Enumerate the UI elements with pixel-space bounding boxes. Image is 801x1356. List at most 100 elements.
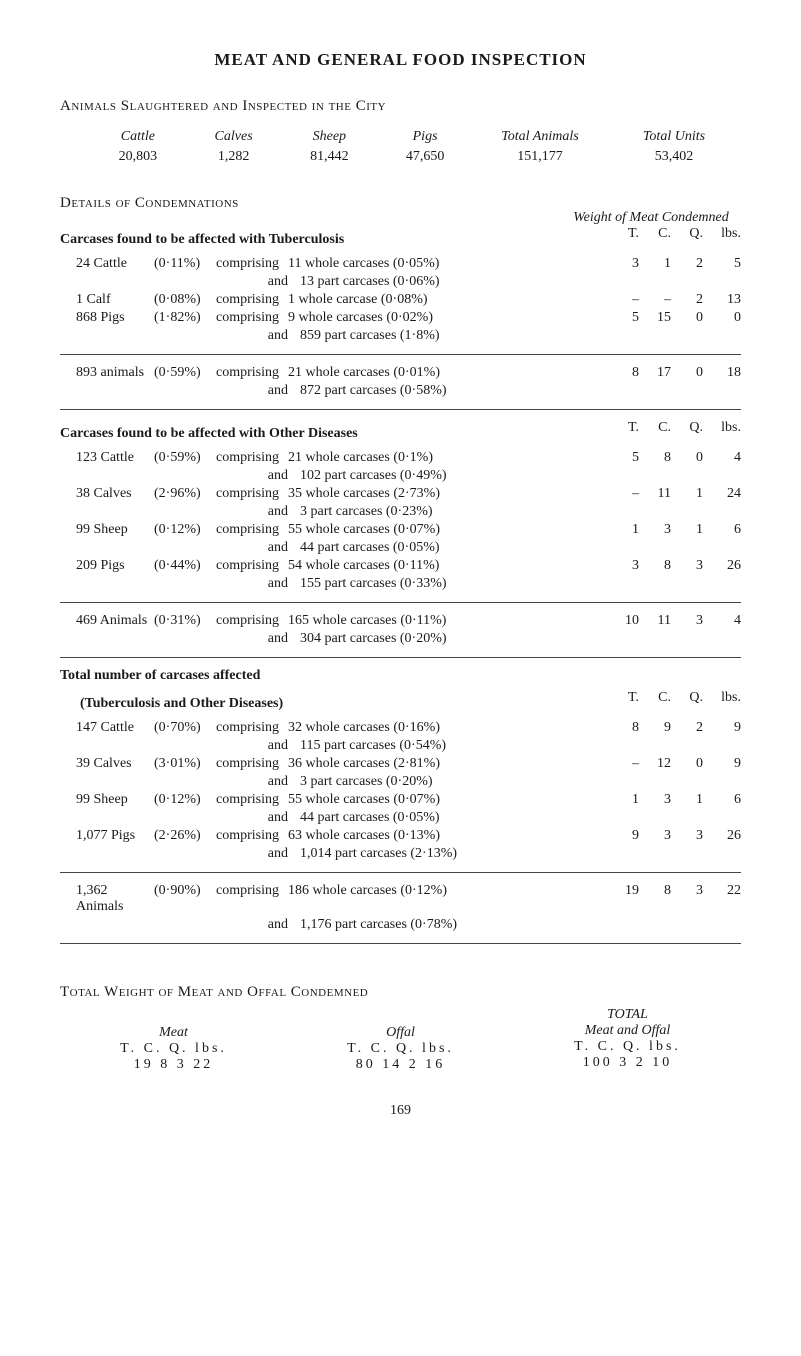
t-cell: 19	[607, 883, 639, 899]
uh-lbs: lbs.	[703, 690, 741, 706]
lbs-cell: 26	[703, 828, 741, 844]
t-cell: 5	[607, 450, 639, 466]
lbs-cell: 22	[703, 883, 741, 899]
comp-cell: comprising	[216, 720, 288, 736]
lbs-cell: 6	[703, 522, 741, 538]
desc-cell: 63 whole carcases (0·13%)	[288, 828, 607, 844]
lbs-cell: 5	[703, 256, 741, 272]
sv-cattle: 20,803	[90, 149, 186, 165]
c-cell: 8	[639, 450, 671, 466]
c-cell: 3	[639, 828, 671, 844]
c-cell: 8	[639, 883, 671, 899]
data-row-and: and3 part carcases (0·20%)	[60, 774, 741, 790]
desc2-cell: 3 part carcases (0·20%)	[300, 774, 607, 790]
total-values: 100 3 2 10	[514, 1055, 741, 1071]
divider	[60, 409, 741, 410]
comp-cell: comprising	[216, 256, 288, 272]
lbs-cell: 4	[703, 450, 741, 466]
uh-q: Q.	[671, 420, 703, 436]
desc-cell: 32 whole carcases (0·16%)	[288, 720, 607, 736]
desc2-cell: 155 part carcases (0·33%)	[300, 576, 607, 592]
uh-lbs: lbs.	[703, 420, 741, 436]
t-cell: 1	[607, 792, 639, 808]
animal-cell: 469 Animals	[60, 613, 154, 629]
comp-cell: comprising	[216, 883, 288, 899]
divider	[60, 354, 741, 355]
meat-label: Meat	[60, 1025, 287, 1041]
animal-cell: 1 Calf	[60, 292, 154, 308]
page-number: 169	[60, 1103, 741, 1119]
desc-cell: 11 whole carcases (0·05%)	[288, 256, 607, 272]
c-cell: 1	[639, 256, 671, 272]
other-title: Carcases found to be affected with Other…	[60, 426, 607, 442]
animal-cell: 147 Cattle	[60, 720, 154, 736]
t-cell: 3	[607, 558, 639, 574]
c-cell: 3	[639, 522, 671, 538]
offal-values: 80 14 2 16	[287, 1057, 514, 1073]
and-label: and	[216, 328, 300, 344]
c-cell: 17	[639, 365, 671, 381]
data-row: 209 Pigs(0·44%)comprising54 whole carcas…	[60, 558, 741, 574]
q-cell: 0	[671, 450, 703, 466]
desc-cell: 9 whole carcases (0·02%)	[288, 310, 607, 326]
q-cell: 1	[671, 522, 703, 538]
uh-t: T.	[607, 420, 639, 436]
t-cell: 3	[607, 256, 639, 272]
and-label: and	[216, 774, 300, 790]
data-row: 38 Calves(2·96%)comprising35 whole carca…	[60, 486, 741, 502]
desc2-cell: 44 part carcases (0·05%)	[300, 540, 607, 556]
t-cell: –	[607, 756, 639, 772]
comp-cell: comprising	[216, 310, 288, 326]
comp-cell: comprising	[216, 828, 288, 844]
comp-cell: comprising	[216, 450, 288, 466]
desc-cell: 36 whole carcases (2·81%)	[288, 756, 607, 772]
pct-cell: (0·11%)	[154, 256, 216, 272]
divider	[60, 602, 741, 603]
tb-title: Carcases found to be affected with Tuber…	[60, 232, 607, 248]
data-row: 1,362 Animals(0·90%)comprising186 whole …	[60, 883, 741, 915]
uh-q: Q.	[671, 226, 703, 242]
desc-cell: 21 whole carcases (0·01%)	[288, 365, 607, 381]
pct-cell: (0·44%)	[154, 558, 216, 574]
data-row-and: and44 part carcases (0·05%)	[60, 540, 741, 556]
desc-cell: 1 whole carcase (0·08%)	[288, 292, 607, 308]
pct-cell: (2·96%)	[154, 486, 216, 502]
slaughter-value-row: 20,803 1,282 81,442 47,650 151,177 53,40…	[90, 149, 741, 165]
desc2-cell: 44 part carcases (0·05%)	[300, 810, 607, 826]
lbs-cell: 24	[703, 486, 741, 502]
and-label: and	[216, 810, 300, 826]
data-row-and: and115 part carcases (0·54%)	[60, 738, 741, 754]
q-cell: 2	[671, 292, 703, 308]
data-row-and: and155 part carcases (0·33%)	[60, 576, 741, 592]
c-cell: 8	[639, 558, 671, 574]
t-cell: –	[607, 486, 639, 502]
q-cell: 0	[671, 365, 703, 381]
lbs-cell: 6	[703, 792, 741, 808]
t-cell: 9	[607, 828, 639, 844]
c-cell: 3	[639, 792, 671, 808]
q-cell: 3	[671, 613, 703, 629]
pct-cell: (0·70%)	[154, 720, 216, 736]
data-row: 99 Sheep(0·12%)comprising55 whole carcas…	[60, 792, 741, 808]
c-cell: 11	[639, 613, 671, 629]
total-top: TOTAL	[514, 1007, 741, 1023]
c-cell: 15	[639, 310, 671, 326]
combined-title1: Total number of carcases affected	[60, 668, 741, 684]
and-label: and	[216, 576, 300, 592]
pct-cell: (3·01%)	[154, 756, 216, 772]
animal-cell: 24 Cattle	[60, 256, 154, 272]
data-row-and: and304 part carcases (0·20%)	[60, 631, 741, 647]
desc-cell: 54 whole carcases (0·11%)	[288, 558, 607, 574]
data-row: 123 Cattle(0·59%)comprising21 whole carc…	[60, 450, 741, 466]
sh-sheep: Sheep	[281, 129, 377, 145]
uh-c: C.	[639, 226, 671, 242]
uh-t: T.	[607, 226, 639, 242]
desc2-cell: 304 part carcases (0·20%)	[300, 631, 607, 647]
animal-cell: 38 Calves	[60, 486, 154, 502]
weight-label: Weight of Meat Condemned	[561, 210, 741, 226]
animal-cell: 99 Sheep	[60, 522, 154, 538]
data-row: 39 Calves(3·01%)comprising36 whole carca…	[60, 756, 741, 772]
desc2-cell: 3 part carcases (0·23%)	[300, 504, 607, 520]
and-label: and	[216, 383, 300, 399]
comp-cell: comprising	[216, 756, 288, 772]
